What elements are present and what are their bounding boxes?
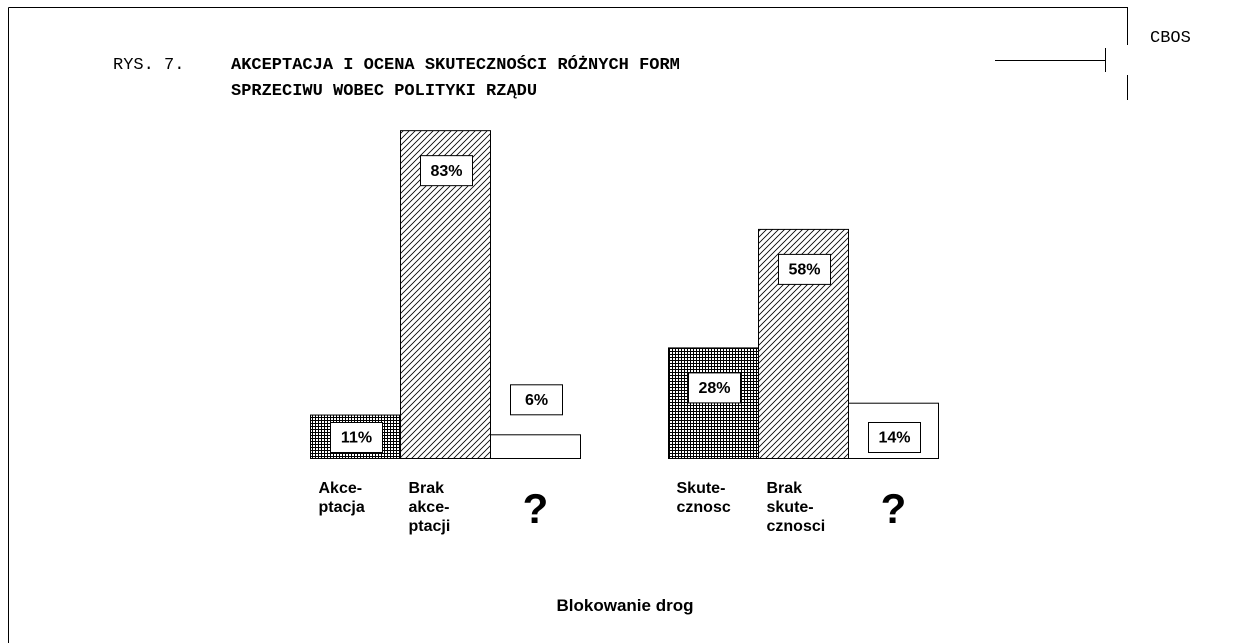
value-label-box	[420, 155, 473, 187]
value-label: 83%	[430, 163, 462, 180]
x-axis-label: Blokowanie drog	[556, 596, 694, 615]
value-label-box	[868, 422, 921, 453]
chart-title: AKCEPTACJA I OCENA SKUTECZNOŚCI RÓŻNYCH …	[231, 55, 680, 75]
value-label-box	[688, 372, 741, 404]
figure-label: RYS. 7.	[113, 56, 184, 75]
category-label: Skute- cznosc	[676, 480, 731, 516]
bar	[490, 434, 581, 459]
value-label: 58%	[788, 262, 820, 279]
category-label: Brak skute- cznosci	[766, 480, 826, 535]
value-label: 11%	[341, 430, 372, 447]
category-label: Akce- ptacja	[318, 480, 365, 516]
value-label-box	[510, 384, 563, 416]
category-label: ?	[522, 485, 549, 532]
value-label: 6%	[525, 392, 548, 409]
org: CBOS	[1150, 29, 1191, 48]
value-label-box	[330, 422, 383, 453]
category-label: Brak akce- ptacji	[408, 480, 451, 535]
category-label: ?	[880, 485, 907, 532]
value-label: 14%	[878, 430, 910, 447]
value-label-box	[778, 253, 831, 285]
chart-title: SPRZECIWU WOBEC POLITYKI RZĄDU	[231, 82, 537, 101]
frame	[8, 7, 1128, 643]
value-label: 28%	[698, 380, 730, 397]
